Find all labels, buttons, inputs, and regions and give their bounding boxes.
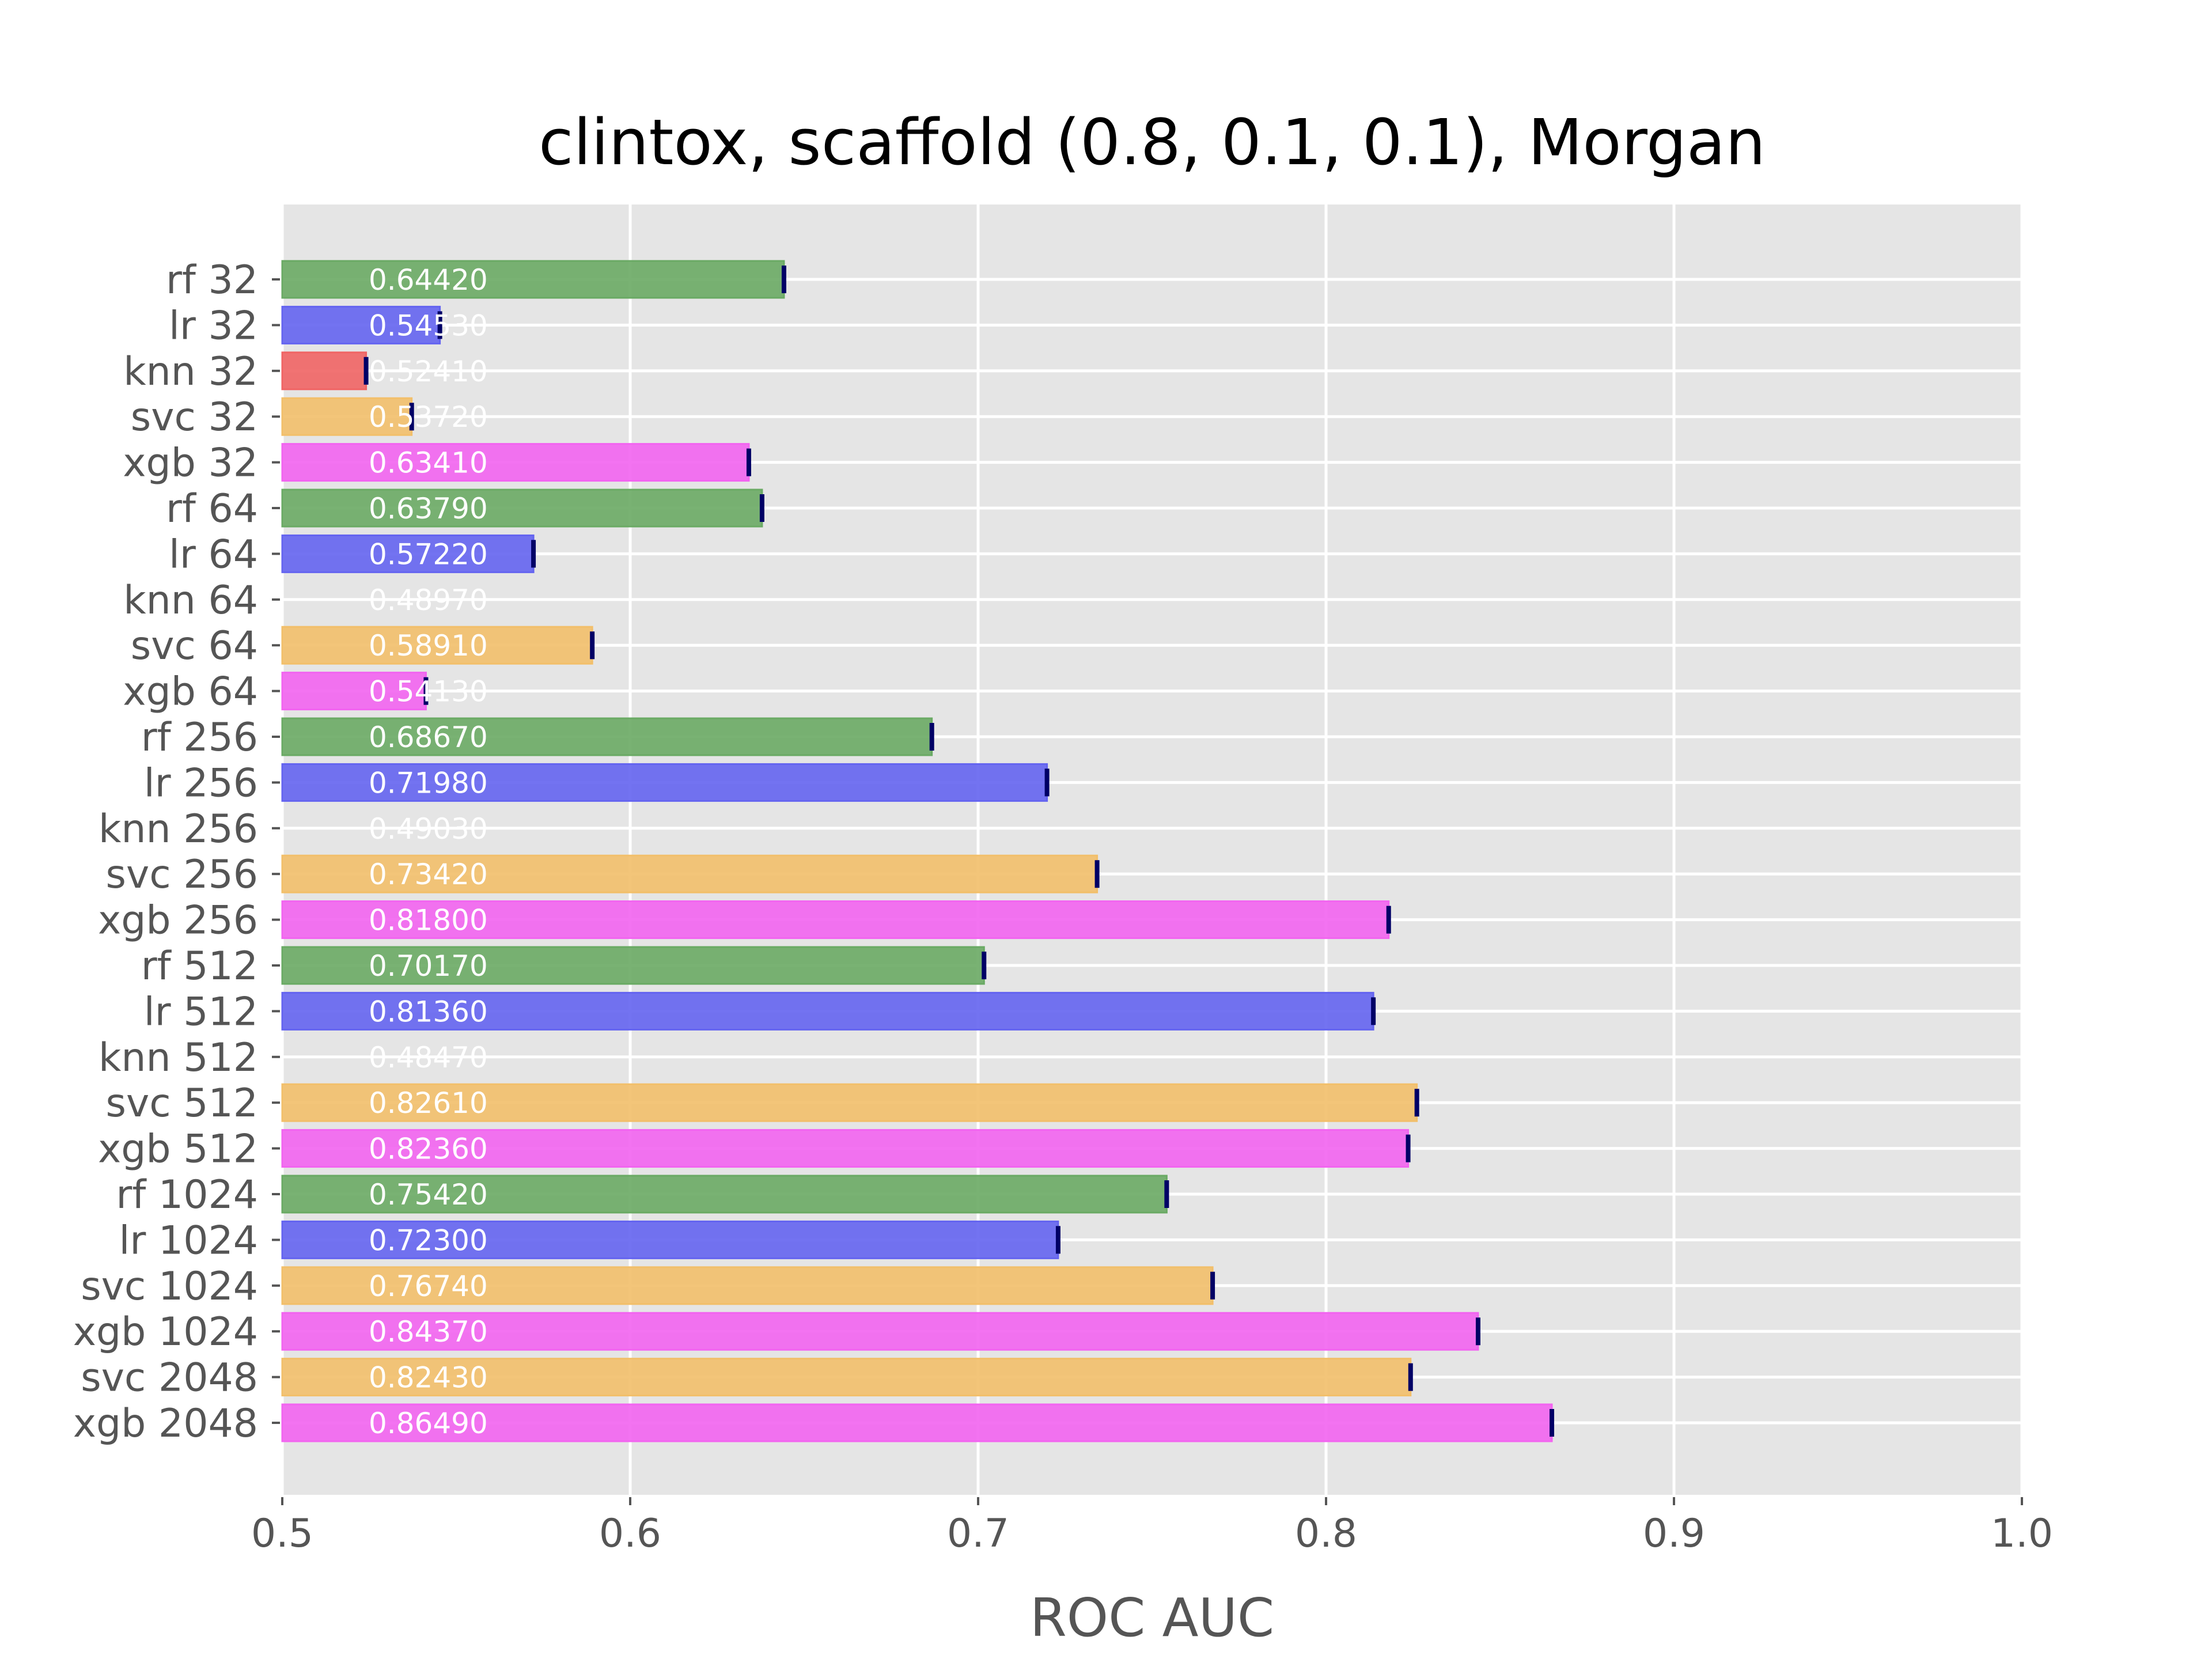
y-tick-label: knn 512: [99, 1035, 258, 1081]
bar: [281, 672, 427, 711]
bar: [281, 763, 1048, 802]
bar-value-label: 0.57220: [369, 537, 488, 571]
y-tick-label: xgb 1024: [73, 1309, 258, 1355]
bar: [281, 1129, 1410, 1168]
bar-value-label: 0.75420: [369, 1178, 488, 1211]
y-tick-label: rf 64: [166, 486, 258, 532]
bars: [281, 260, 1553, 1442]
bar: [281, 260, 785, 299]
bar-value-label: 0.53720: [369, 400, 488, 434]
bar-value-label: 0.84370: [369, 1315, 488, 1349]
y-tick-label: svc 256: [106, 852, 258, 897]
bar-value-label: 0.48970: [369, 584, 488, 617]
y-tick-label: knn 64: [123, 578, 258, 623]
x-axis-label: ROC AUC: [1030, 1587, 1274, 1649]
y-tick-label: xgb 256: [98, 898, 258, 944]
x-axis: 0.5 0.6 0.7 0.8 0.9 1.0: [251, 1497, 2053, 1556]
y-tick-label: knn 256: [99, 806, 258, 852]
bar-value-label: 0.72300: [369, 1224, 488, 1257]
y-tick-label: lr 256: [144, 760, 258, 806]
y-tick-label: xgb 512: [98, 1127, 258, 1172]
y-tick-label: rf 1024: [116, 1172, 258, 1218]
bar: [281, 900, 1390, 940]
bar: [281, 397, 413, 436]
bar: [281, 1266, 1214, 1305]
bar-value-label: 0.71980: [369, 766, 488, 800]
bar-value-label: 0.54530: [369, 309, 488, 342]
y-tick-label: svc 32: [131, 395, 258, 440]
bar-value-label: 0.63790: [369, 492, 488, 525]
error-bars: [363, 266, 1554, 1437]
x-tick-label: 0.8: [1295, 1511, 1357, 1556]
y-tick-label: svc 2048: [81, 1355, 258, 1401]
y-tick-label: rf 32: [166, 257, 258, 303]
bar-value-label: 0.73420: [369, 858, 488, 891]
bar-value-label: 0.81800: [369, 904, 488, 937]
bar-value-label: 0.70170: [369, 949, 488, 983]
bar-value-label: 0.58910: [369, 629, 488, 662]
y-tick-label: xgb 2048: [73, 1401, 258, 1446]
bar: [281, 1083, 1418, 1122]
bar-value-label: 0.64420: [369, 263, 488, 297]
y-tick-label: knn 32: [123, 349, 258, 395]
y-tick-label: lr 1024: [119, 1218, 258, 1263]
bar: [281, 534, 535, 573]
bar-value-label: 0.68670: [369, 721, 488, 754]
bar-value-label: 0.49030: [369, 812, 488, 846]
bar: [281, 1220, 1059, 1259]
bar-value-label: 0.82360: [369, 1132, 488, 1166]
bar: [281, 717, 933, 756]
bar: [281, 443, 750, 482]
bar-value-label: 0.82430: [369, 1361, 488, 1395]
grid-lines: [281, 204, 2024, 1495]
bar-value-label: 0.63410: [369, 446, 488, 480]
y-tick-label: lr 64: [169, 532, 258, 577]
bar: [281, 1175, 1168, 1214]
bar-value-label: 0.52410: [369, 355, 488, 388]
x-tick-label: 0.5: [251, 1511, 313, 1556]
x-tick-label: 0.7: [947, 1511, 1009, 1556]
y-tick-label: rf 256: [141, 715, 258, 760]
bar-value-label: 0.82610: [369, 1086, 488, 1120]
bar-value-label: 0.48470: [369, 1041, 488, 1074]
bar: [281, 351, 368, 391]
bar: [281, 1312, 1479, 1351]
x-tick-label: 0.9: [1643, 1511, 1705, 1556]
chart-title: clintox, scaffold (0.8, 0.1, 0.1), Morga…: [539, 105, 1766, 179]
bar: [281, 1358, 1412, 1397]
bar: [281, 854, 1099, 893]
bar: [281, 991, 1374, 1031]
y-tick-label: lr 512: [144, 989, 258, 1035]
bar-value-label: 0.54130: [369, 675, 488, 709]
bar-value-label: 0.81360: [369, 995, 488, 1028]
y-tick-label: rf 512: [141, 944, 258, 989]
bar-value-labels: 0.64420 0.54530 0.52410 0.53720 0.63410 0.637…: [369, 263, 488, 1440]
bar-value-label: 0.76740: [369, 1270, 488, 1303]
y-tick-label: svc 1024: [81, 1264, 258, 1309]
y-tick-label: svc 64: [131, 623, 258, 669]
bar: [281, 488, 763, 528]
x-tick-label: 0.6: [599, 1511, 661, 1556]
y-tick-label: lr 32: [169, 303, 258, 349]
y-tick-label: xgb 32: [123, 441, 258, 486]
y-tick-label: xgb 64: [123, 669, 258, 715]
y-tick-label: svc 512: [106, 1081, 258, 1126]
bar-value-label: 0.86490: [369, 1407, 488, 1440]
x-tick-label: 1.0: [1991, 1511, 2053, 1556]
